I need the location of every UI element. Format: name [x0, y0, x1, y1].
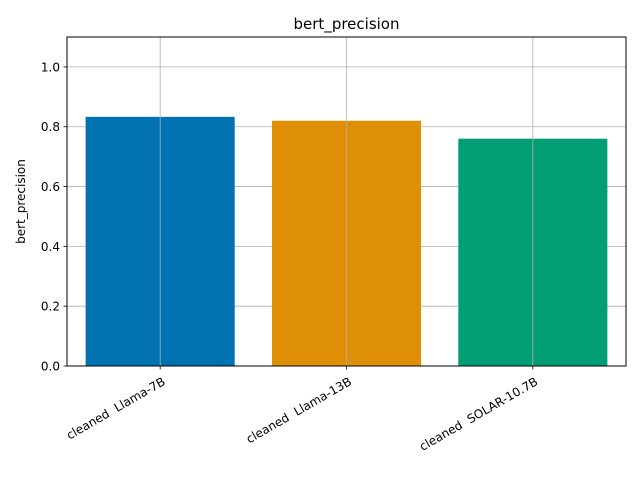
chart-title: bert_precision — [294, 15, 400, 34]
y-tick-label: 0.0 — [41, 360, 60, 374]
vertical-grid-lines — [159, 37, 534, 366]
y-tick-label: 1.0 — [41, 60, 60, 74]
y-tick-label: 0.6 — [41, 180, 60, 194]
y-tick-label: 0.4 — [41, 240, 60, 254]
y-axis-label: bert_precision — [14, 159, 28, 244]
y-tick-label: 0.2 — [41, 300, 60, 314]
x-tick-label: cleaned Llama-7B — [64, 374, 168, 442]
x-tick-label: cleaned Llama-13B — [244, 374, 354, 446]
y-tick-label: 0.8 — [41, 120, 60, 134]
x-tick-label: cleaned SOLAR-10.7B — [417, 374, 540, 453]
